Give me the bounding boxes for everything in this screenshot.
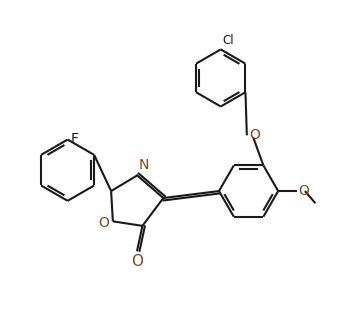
Text: O: O [131,254,143,269]
Text: O: O [98,216,109,230]
Text: F: F [71,132,78,146]
Text: O: O [298,184,309,198]
Text: O: O [250,128,260,143]
Text: Cl: Cl [223,33,234,47]
Text: N: N [139,158,149,172]
